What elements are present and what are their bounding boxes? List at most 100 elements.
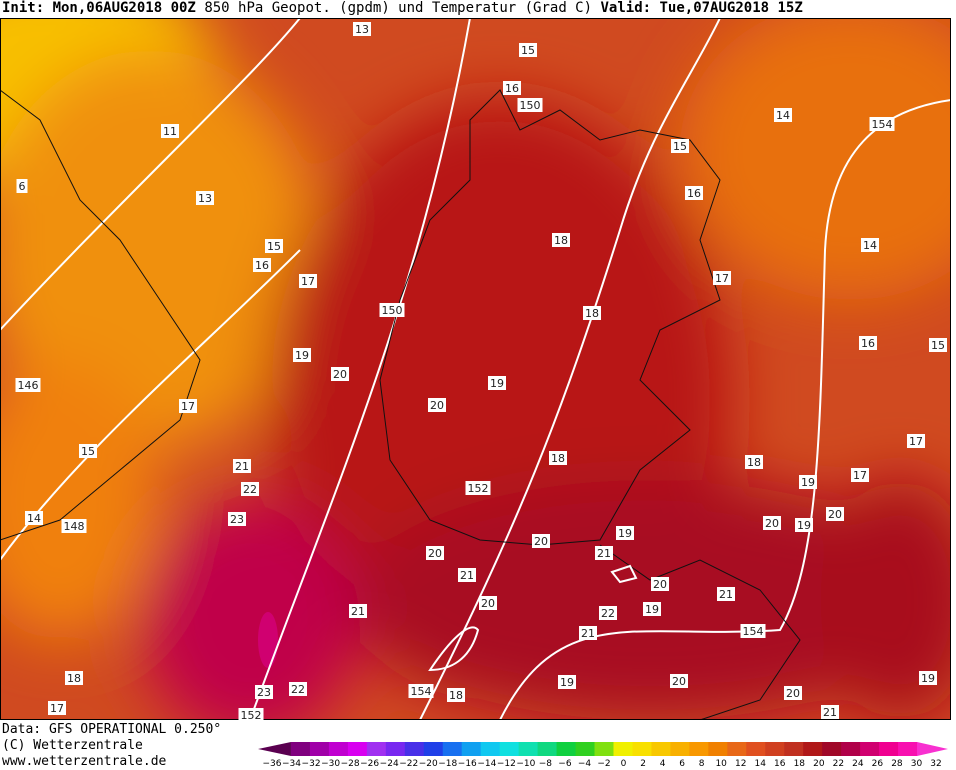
contour-label: 19 bbox=[919, 671, 937, 685]
label-text: 19 bbox=[490, 377, 504, 390]
label-box bbox=[349, 604, 367, 618]
label-box bbox=[599, 606, 617, 620]
colorbar-label: 8 bbox=[699, 759, 705, 769]
colorbar-swatch bbox=[575, 742, 596, 756]
contour-label: 20 bbox=[651, 577, 669, 591]
colorbar-swatch bbox=[613, 742, 633, 756]
colorbar-label: 30 bbox=[911, 759, 923, 769]
contour-label: 19 bbox=[558, 675, 576, 689]
label-box bbox=[595, 546, 613, 560]
colorbar-swatch bbox=[651, 742, 671, 756]
contour-label: 14 bbox=[774, 108, 792, 122]
contour-label: 14 bbox=[25, 511, 43, 525]
contour-label: 17 bbox=[48, 701, 66, 715]
colorbar-label: −6 bbox=[558, 759, 572, 769]
label-text: 18 bbox=[747, 456, 761, 469]
label-box bbox=[196, 191, 214, 205]
label-box bbox=[253, 258, 271, 272]
contour-label: 17 bbox=[713, 271, 731, 285]
colorbar-swatch bbox=[385, 742, 406, 756]
label-text: 20 bbox=[481, 597, 495, 610]
label-text: 17 bbox=[301, 275, 315, 288]
label-text: 16 bbox=[255, 259, 269, 272]
colorbar-swatch bbox=[518, 742, 539, 756]
colorbar-label: 2 bbox=[640, 759, 646, 769]
label-box bbox=[479, 596, 497, 610]
colorbar-swatch bbox=[632, 742, 652, 756]
label-box bbox=[821, 705, 839, 719]
label-text: 19 bbox=[797, 519, 811, 532]
label-text: 15 bbox=[81, 445, 95, 458]
label-text: 22 bbox=[243, 483, 257, 496]
label-box bbox=[458, 568, 476, 582]
colorbar-label: 28 bbox=[891, 759, 903, 769]
contour-label: 17 bbox=[299, 274, 317, 288]
label-box bbox=[745, 455, 763, 469]
contour-label: 17 bbox=[179, 399, 197, 413]
label-text: 15 bbox=[931, 339, 945, 352]
colorbar-swatch bbox=[803, 742, 823, 756]
label-box bbox=[869, 117, 895, 131]
label-text: 20 bbox=[333, 368, 347, 381]
label-box bbox=[579, 626, 597, 640]
label-text: 21 bbox=[719, 588, 733, 601]
contour-label: 18 bbox=[745, 455, 763, 469]
label-box bbox=[15, 378, 41, 392]
contour-label: 20 bbox=[479, 596, 497, 610]
label-box bbox=[465, 481, 491, 495]
contour-label: 16 bbox=[685, 186, 703, 200]
label-text: 19 bbox=[645, 603, 659, 616]
colorbar-label: −2 bbox=[597, 759, 610, 769]
label-text: 19 bbox=[801, 476, 815, 489]
label-text: 16 bbox=[687, 187, 701, 200]
label-text: 19 bbox=[921, 672, 935, 685]
label-text: 22 bbox=[291, 683, 305, 696]
colorbar-swatch bbox=[708, 742, 728, 756]
contour-label: 20 bbox=[826, 507, 844, 521]
label-text: 148 bbox=[64, 520, 85, 533]
contour-label: 15 bbox=[265, 239, 283, 253]
colorbar-swatch bbox=[689, 742, 709, 756]
label-text: 17 bbox=[853, 469, 867, 482]
contour-label: 21 bbox=[579, 626, 597, 640]
contour-label: 23 bbox=[228, 512, 246, 526]
contour-label: 17 bbox=[907, 434, 925, 448]
contour-label: 20 bbox=[331, 367, 349, 381]
label-box bbox=[79, 444, 97, 458]
colorbar-label: 22 bbox=[833, 759, 844, 769]
contour-label: 19 bbox=[795, 518, 813, 532]
contour-label: 19 bbox=[643, 602, 661, 616]
colorbar-swatch bbox=[765, 742, 785, 756]
label-text: 21 bbox=[460, 569, 474, 582]
label-box bbox=[299, 274, 317, 288]
label-text: 21 bbox=[581, 627, 595, 640]
init: Init: Mon,06AUG2018 00Z bbox=[2, 0, 196, 16]
label-text: 15 bbox=[521, 44, 535, 57]
contour-label: 20 bbox=[763, 516, 781, 530]
label-text: 17 bbox=[50, 702, 64, 715]
label-box bbox=[861, 238, 879, 252]
colorbar-swatch bbox=[328, 742, 349, 756]
colorbar-swatch bbox=[727, 742, 747, 756]
colorbar-swatch bbox=[784, 742, 804, 756]
contour-label: 19 bbox=[488, 376, 506, 390]
colorbar-label: 4 bbox=[660, 759, 666, 769]
label-text: 18 bbox=[551, 452, 565, 465]
label-text: 21 bbox=[235, 460, 249, 473]
label-text: 14 bbox=[27, 512, 41, 525]
label-box bbox=[671, 139, 689, 153]
contour-label: 16 bbox=[503, 81, 521, 95]
label-text: 16 bbox=[861, 337, 875, 350]
label-box bbox=[859, 336, 877, 350]
contour-label: 18 bbox=[65, 671, 83, 685]
label-text: 19 bbox=[618, 527, 632, 540]
label-box bbox=[241, 482, 259, 496]
colorbar-label: −32 bbox=[302, 759, 321, 769]
contour-label: 18 bbox=[447, 688, 465, 702]
label-text: 19 bbox=[295, 349, 309, 362]
label-box bbox=[16, 179, 28, 193]
contour-label: 17 bbox=[851, 468, 869, 482]
label-box bbox=[233, 459, 251, 473]
label-box bbox=[558, 675, 576, 689]
